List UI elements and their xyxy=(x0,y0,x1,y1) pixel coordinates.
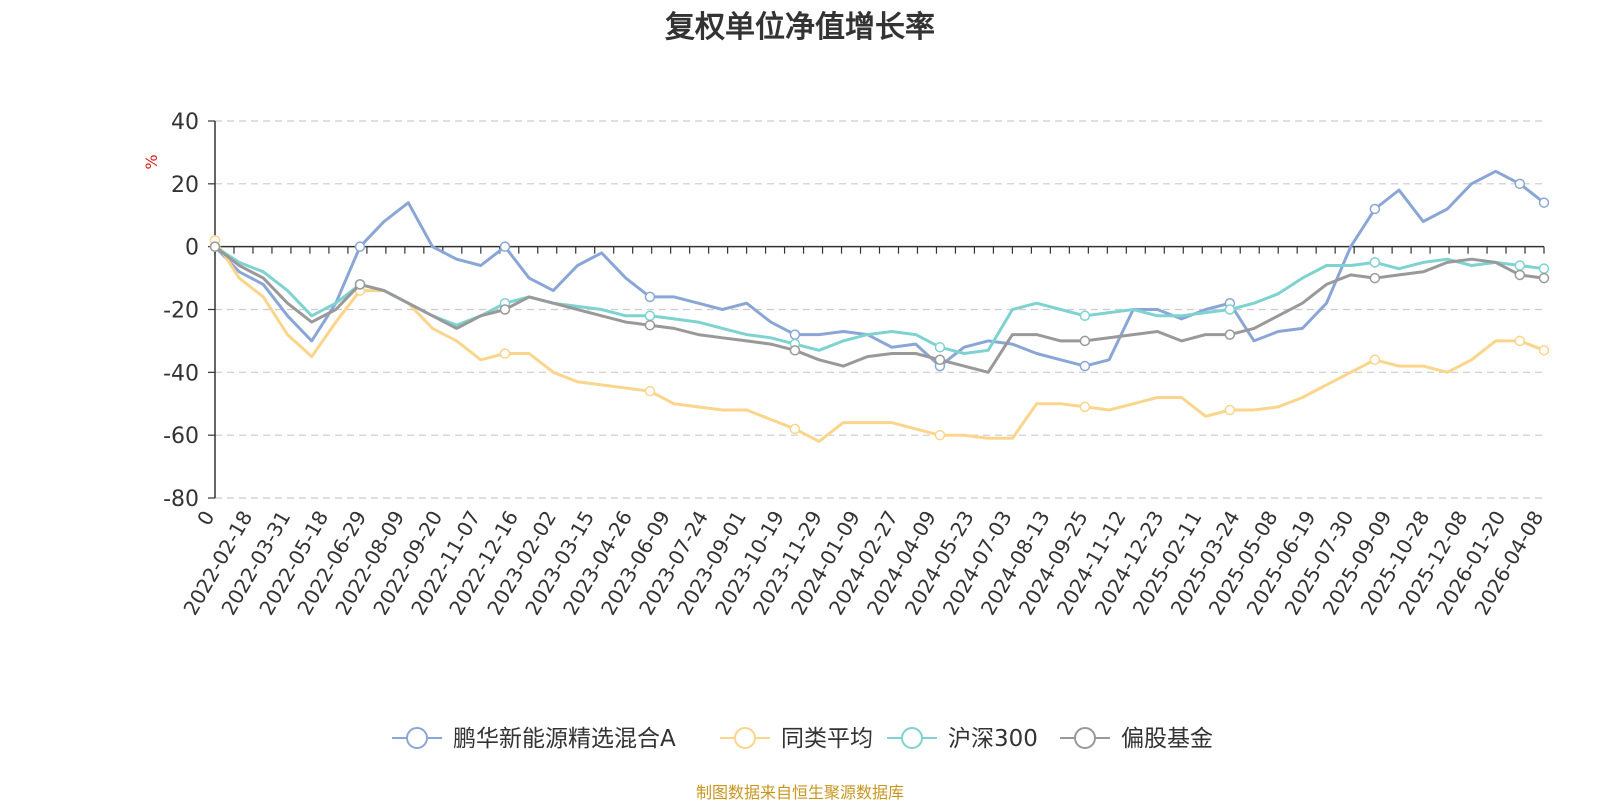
y-axis-unit: % xyxy=(142,154,161,169)
series-point xyxy=(1538,345,1550,356)
series-point xyxy=(1079,335,1091,347)
legend-item-0[interactable]: 鹏华新能源精选混合A xyxy=(392,726,676,752)
series-line-3 xyxy=(214,245,1545,374)
series-point xyxy=(644,310,656,322)
series-point xyxy=(1224,304,1236,315)
legend-item-1[interactable]: 同类平均 xyxy=(720,726,873,752)
legend-marker xyxy=(406,727,428,749)
chart-title: 复权单位净值增长率 xyxy=(665,10,935,45)
legend-label: 偏股基金 xyxy=(1121,726,1213,752)
series-point xyxy=(1514,260,1526,271)
y-tick-label: 40 xyxy=(171,110,199,135)
legend-label: 沪深300 xyxy=(948,726,1038,752)
source-note: 制图数据来自恒生聚源数据库 xyxy=(695,783,904,802)
series-point xyxy=(1514,178,1526,190)
y-tick-label: -20 xyxy=(163,299,199,324)
series-point xyxy=(1224,404,1236,416)
series-point xyxy=(1538,197,1550,208)
y-tick-label: 20 xyxy=(171,173,199,198)
series-point xyxy=(644,291,656,303)
y-tick-label: -80 xyxy=(163,487,199,512)
y-tick-label: -60 xyxy=(163,424,199,449)
series-point xyxy=(209,241,221,252)
series-point xyxy=(1369,257,1381,268)
series-point xyxy=(934,354,946,366)
series-point xyxy=(644,385,656,397)
series-point xyxy=(499,348,511,359)
series-point xyxy=(644,319,656,331)
legend-marker xyxy=(1074,727,1096,749)
series-point xyxy=(789,329,801,340)
y-tick-label: -40 xyxy=(163,361,199,386)
series-point xyxy=(934,429,946,441)
series-point xyxy=(1079,401,1091,413)
legend-item-3[interactable]: 偏股基金 xyxy=(1060,726,1213,752)
series-lines xyxy=(209,169,1550,443)
series-point xyxy=(789,423,801,435)
x-tick-label: 0 xyxy=(192,507,219,530)
series-line-0 xyxy=(213,169,1545,368)
line-chart: 40200-20-40-60-80%02022-02-182022-03-312… xyxy=(142,110,1550,752)
series-point xyxy=(1514,269,1526,281)
series-point xyxy=(1538,272,1550,284)
series-line-1 xyxy=(213,239,1545,443)
series-point xyxy=(1079,310,1091,322)
legend-marker xyxy=(901,727,923,749)
series-point xyxy=(354,241,366,252)
legend-item-2[interactable]: 沪深300 xyxy=(887,726,1038,752)
legend-label: 鹏华新能源精选混合A xyxy=(453,726,676,752)
series-point xyxy=(354,279,366,290)
series-point xyxy=(499,241,511,252)
grid-lines xyxy=(215,120,1544,499)
series-point xyxy=(1079,360,1091,372)
legend[interactable]: 鹏华新能源精选混合A 同类平均 沪深300 偏股基金 xyxy=(392,726,1213,752)
series-point xyxy=(934,341,946,353)
series-point xyxy=(1369,354,1381,366)
series-point xyxy=(499,304,511,315)
series-point xyxy=(1369,203,1381,215)
legend-label: 同类平均 xyxy=(781,726,873,752)
series-point xyxy=(1538,263,1550,274)
series-point xyxy=(789,345,801,356)
series-point xyxy=(1369,272,1381,284)
legend-marker xyxy=(734,727,756,749)
series-point xyxy=(1514,335,1526,347)
series-point xyxy=(1224,329,1236,340)
y-tick-label: 0 xyxy=(185,236,199,261)
